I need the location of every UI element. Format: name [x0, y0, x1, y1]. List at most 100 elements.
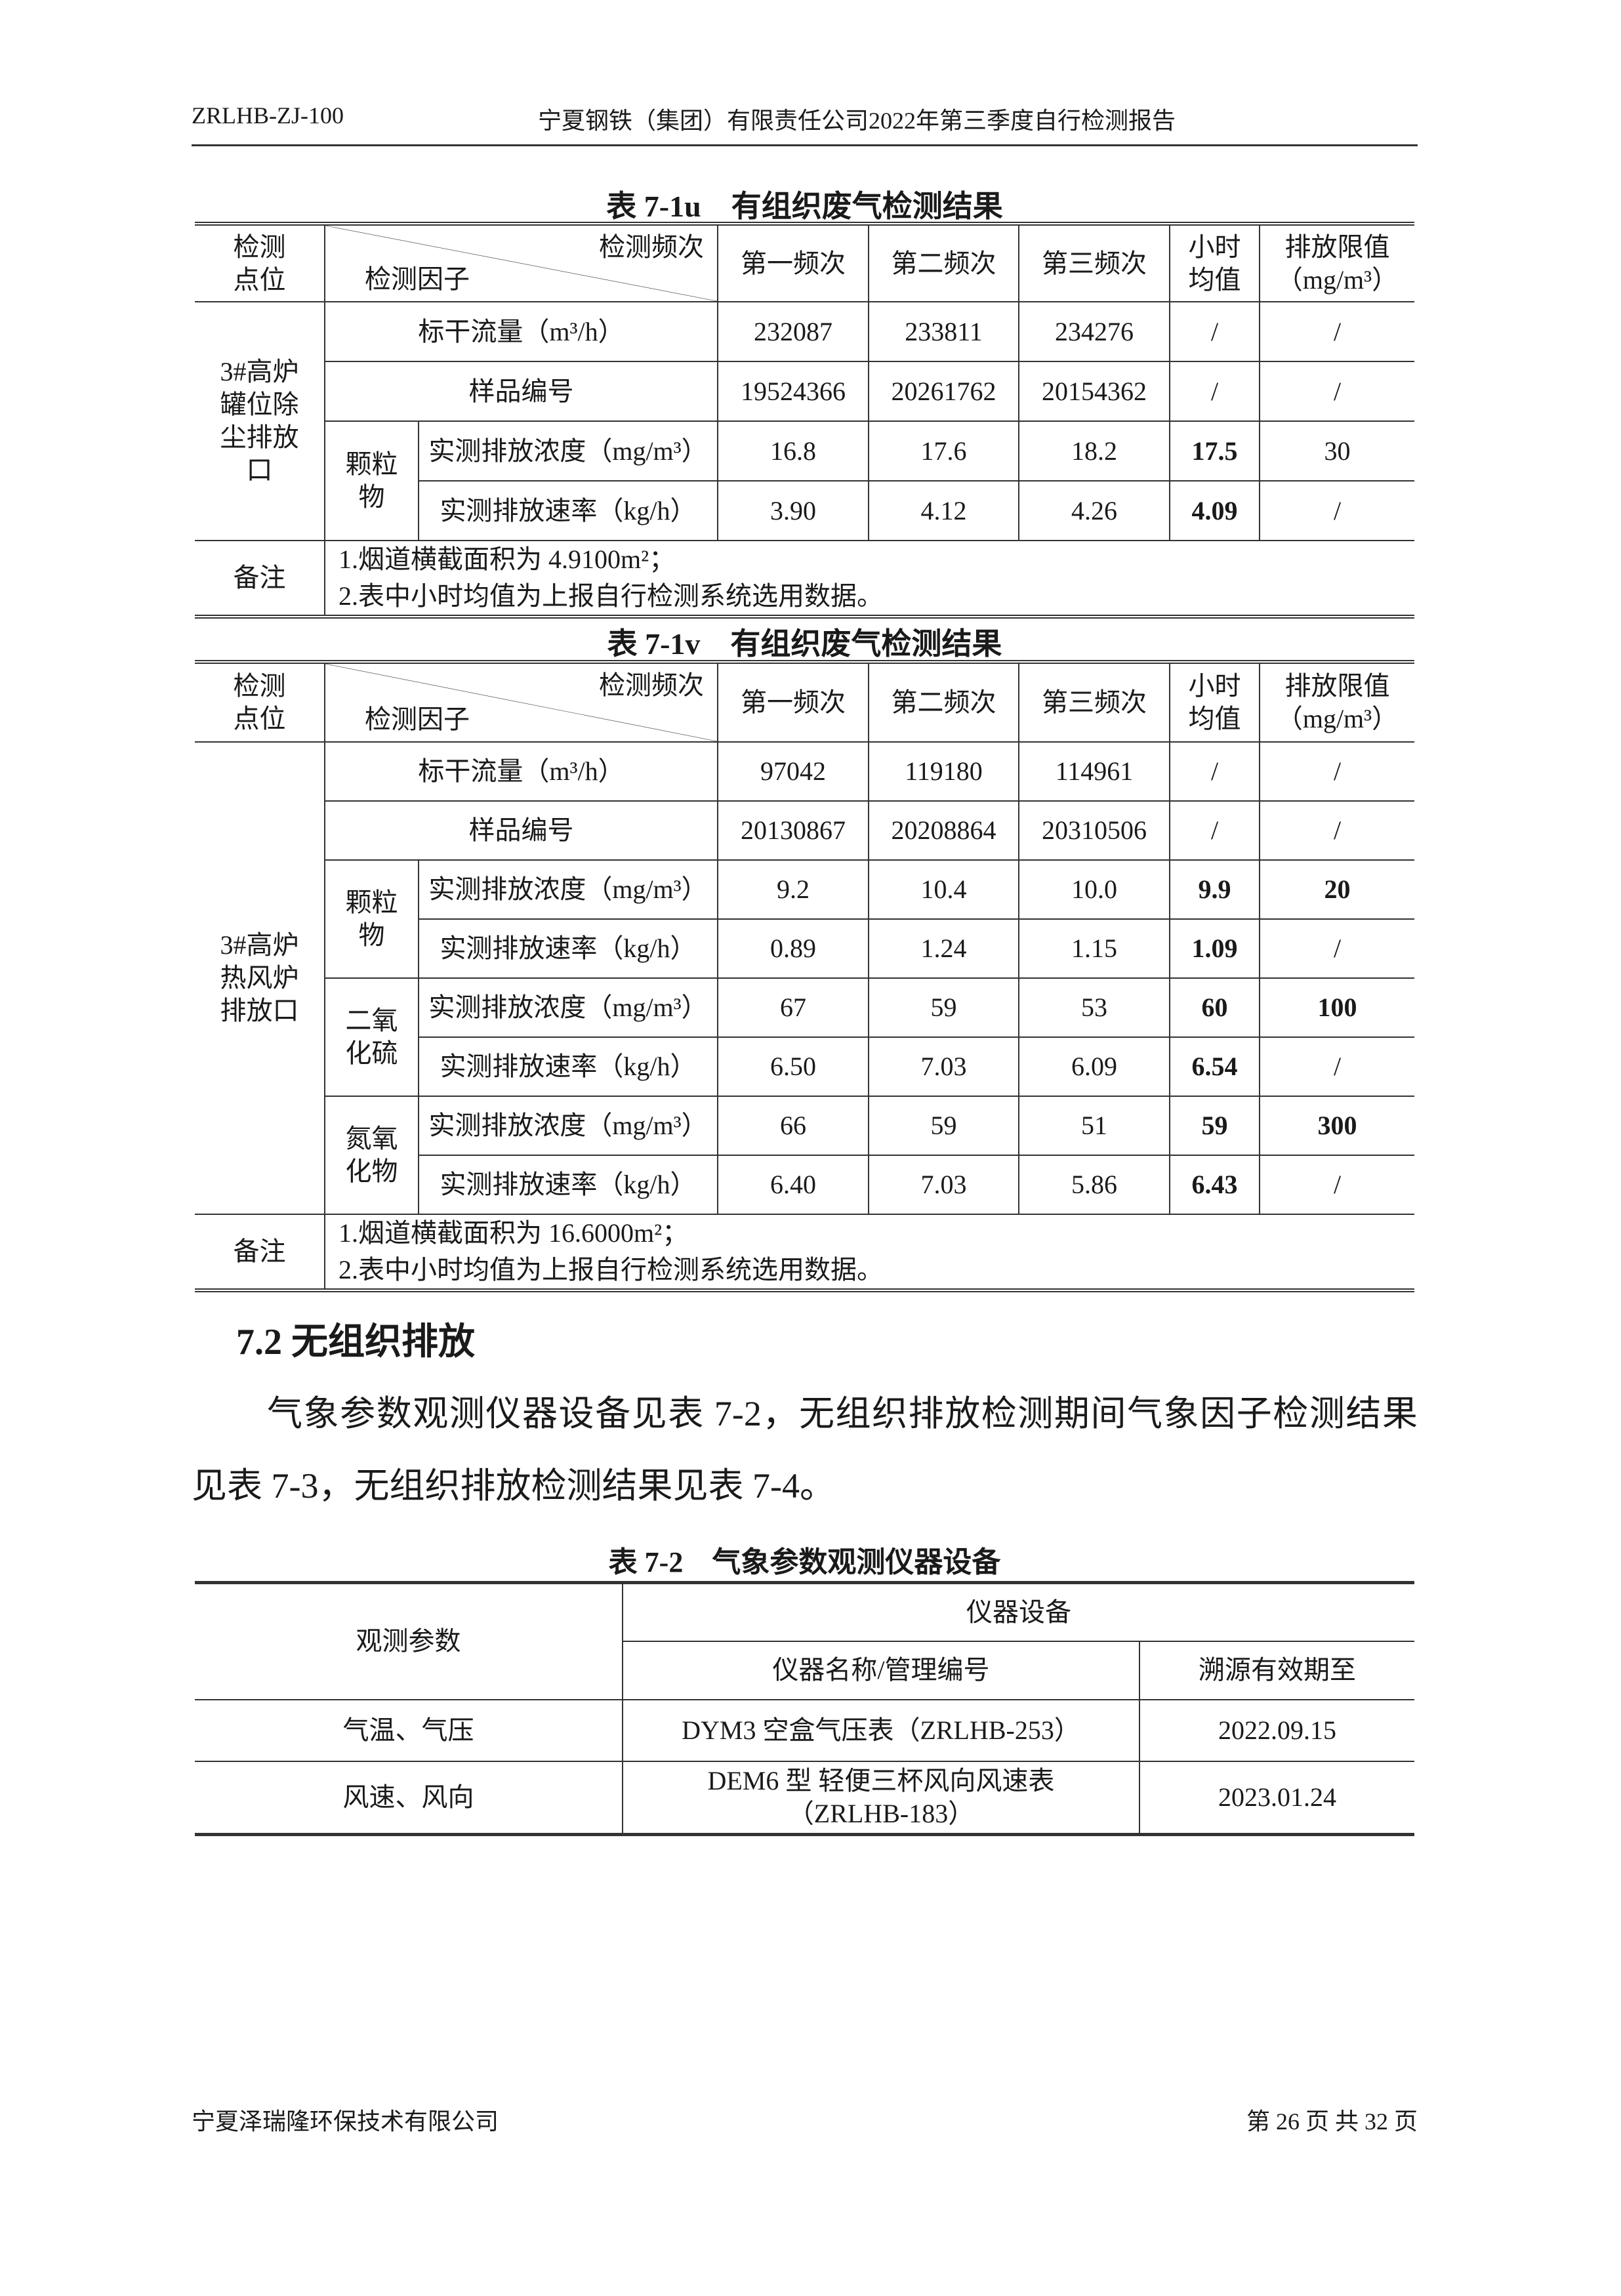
header-second: 第二频次: [868, 223, 1019, 302]
limit-cell: 300: [1259, 1096, 1414, 1156]
valid-cell: 2023.01.24: [1139, 1760, 1414, 1835]
header-third: 第三频次: [1018, 223, 1170, 302]
avg-cell: 60: [1169, 977, 1260, 1038]
row-label: 实测排放速率（kg/h）: [419, 1155, 718, 1215]
row-label: 实测排放浓度（mg/m³）: [418, 977, 718, 1038]
param-cell: 气温、气压: [195, 1698, 623, 1762]
value-cell: 234276: [1018, 301, 1170, 362]
value-cell: 51: [1018, 1096, 1170, 1156]
value-cell: 6.09: [1018, 1036, 1170, 1097]
row-label: 样品编号: [325, 361, 718, 422]
row-label: 实测排放浓度（mg/m³）: [418, 1096, 718, 1156]
param-cell: 风速、风向: [195, 1760, 623, 1835]
footer-page: 第 26 页 共 32 页: [1246, 2108, 1418, 2135]
remarks-cell: 1.烟道横截面积为 16.6000m²； 2.表中小时均值为上报自行检测系统选用…: [324, 1214, 1414, 1291]
header-hourly-avg: 小时 均值: [1169, 223, 1260, 302]
header-first: 第一频次: [717, 223, 869, 302]
equipment-cell: DYM3 空盒气压表（ZRLHB-253）: [622, 1698, 1140, 1762]
value-cell: 53: [1018, 977, 1170, 1038]
valid-cell: 2022.09.15: [1139, 1698, 1414, 1762]
avg-cell: 4.09: [1169, 480, 1260, 541]
table-v-caption: 表 7-1v 有组织废气检测结果: [607, 627, 1002, 661]
pollutant-cell: 颗粒 物: [325, 420, 419, 541]
header-name: 仪器名称/管理编号: [623, 1640, 1140, 1700]
limit-cell: 100: [1259, 977, 1414, 1038]
header-first: 第一频次: [717, 661, 869, 743]
header-second: 第二频次: [868, 661, 1019, 743]
avg-cell: 1.09: [1169, 918, 1260, 979]
limit-cell: /: [1259, 1155, 1414, 1215]
row-label: 标干流量（m³/h）: [324, 741, 718, 802]
table-7-1u: 检测 点位 检测频次 检测因子 第一频次 第二频次 第三频次 小时 均值 排放限值 …: [195, 222, 1414, 619]
value-cell: 59: [868, 1096, 1019, 1156]
table-u-caption: 表 7-1u 有组织废气检测结果: [606, 190, 1003, 223]
header-hourly-avg: 小时 均值: [1169, 661, 1260, 743]
value-cell: 1.15: [1018, 918, 1170, 979]
value-cell: 114961: [1018, 741, 1170, 802]
value-cell: 20208864: [868, 800, 1019, 861]
value-cell: 7.03: [868, 1036, 1019, 1097]
value-cell: 18.2: [1018, 420, 1170, 482]
value-cell: 4.12: [868, 480, 1019, 541]
equipment-cell: DEM6 型 轻便三杯风向风速表 （ZRLHB-183）: [622, 1760, 1140, 1835]
avg-cell: /: [1169, 800, 1260, 861]
remark-line: 1.烟道横截面积为 16.6000m²；: [339, 1218, 689, 1248]
limit-cell: /: [1259, 480, 1414, 541]
remark-line: 2.表中小时均值为上报自行检测系统选用数据。: [339, 581, 883, 611]
section-heading: 7.2 无组织排放: [236, 1322, 475, 1363]
avg-cell: 59: [1169, 1096, 1260, 1156]
value-cell: 6.50: [717, 1036, 869, 1097]
remark-line: 2.表中小时均值为上报自行检测系统选用数据。: [339, 1255, 883, 1284]
value-cell: 59: [868, 977, 1019, 1038]
table-2-caption: 表 7-2 气象参数观测仪器设备: [608, 1546, 1001, 1578]
section-paragraph: 气象参数观测仪器设备见表 7-2，无组织排放检测期间气象因子检测结果见表 7-3…: [192, 1378, 1418, 1522]
value-cell: 232087: [717, 301, 869, 362]
value-cell: 9.2: [717, 859, 869, 920]
remarks-label: 备注: [195, 1214, 325, 1291]
value-cell: 119180: [868, 741, 1019, 802]
row-label: 实测排放速率（kg/h）: [419, 480, 718, 541]
point-cell: 3#高炉 罐位除 尘排放 口: [195, 301, 325, 541]
value-cell: 20154362: [1018, 361, 1170, 422]
avg-cell: 6.43: [1169, 1155, 1260, 1215]
header-third: 第三频次: [1018, 661, 1170, 743]
limit-cell: 20: [1259, 859, 1414, 920]
header-diagonal-cell: 检测频次 检测因子: [324, 223, 718, 302]
row-label: 样品编号: [325, 800, 718, 861]
value-cell: 7.03: [868, 1155, 1019, 1215]
limit-cell: /: [1259, 918, 1414, 979]
header-factor: 检测因子: [365, 264, 470, 294]
value-cell: 1.24: [868, 918, 1019, 979]
row-label: 实测排放浓度（mg/m³）: [418, 859, 718, 920]
header-param: 观测参数: [195, 1582, 623, 1700]
value-cell: 10.0: [1018, 859, 1170, 920]
diagonal-line: [325, 226, 717, 301]
row-label: 实测排放速率（kg/h）: [419, 918, 718, 979]
doc-code: ZRLHB-ZJ-100: [192, 102, 344, 129]
avg-cell: 9.9: [1169, 859, 1260, 920]
header-point: 检测 点位: [195, 223, 325, 302]
row-label: 实测排放浓度（mg/m³）: [418, 420, 718, 482]
value-cell: 233811: [868, 301, 1019, 362]
header-factor: 检测因子: [365, 705, 470, 734]
header-limit: 排放限值 （mg/m³）: [1259, 223, 1414, 302]
pollutant-cell: 氮氧 化物: [325, 1096, 419, 1215]
table-7-2: 观测参数 仪器设备 仪器名称/管理编号 溯源有效期至 气温、气压 DYM3 空盒…: [195, 1581, 1414, 1836]
value-cell: 17.6: [868, 420, 1019, 482]
value-cell: 5.86: [1018, 1155, 1170, 1215]
value-cell: 67: [717, 977, 869, 1038]
table-7-1v: 检测 点位 检测频次 检测因子 第一频次 第二频次 第三频次 小时 均值 排放限值 …: [195, 660, 1414, 1292]
paragraph-text: 气象参数观测仪器设备见表 7-2，无组织排放检测期间气象因子检测结果见表 7-3…: [192, 1394, 1418, 1506]
limit-cell: /: [1259, 361, 1414, 422]
value-cell: 19524366: [717, 361, 869, 422]
avg-cell: /: [1169, 741, 1260, 802]
header-frequency: 检测频次: [599, 232, 704, 262]
diagonal-line: [325, 664, 717, 741]
value-cell: 20261762: [868, 361, 1019, 422]
value-cell: 0.89: [717, 918, 869, 979]
remarks-label: 备注: [195, 540, 325, 617]
row-label: 实测排放速率（kg/h）: [419, 1036, 718, 1097]
value-cell: 3.90: [717, 480, 869, 541]
header-equipment: 仪器设备: [622, 1582, 1414, 1642]
avg-cell: /: [1169, 361, 1260, 422]
